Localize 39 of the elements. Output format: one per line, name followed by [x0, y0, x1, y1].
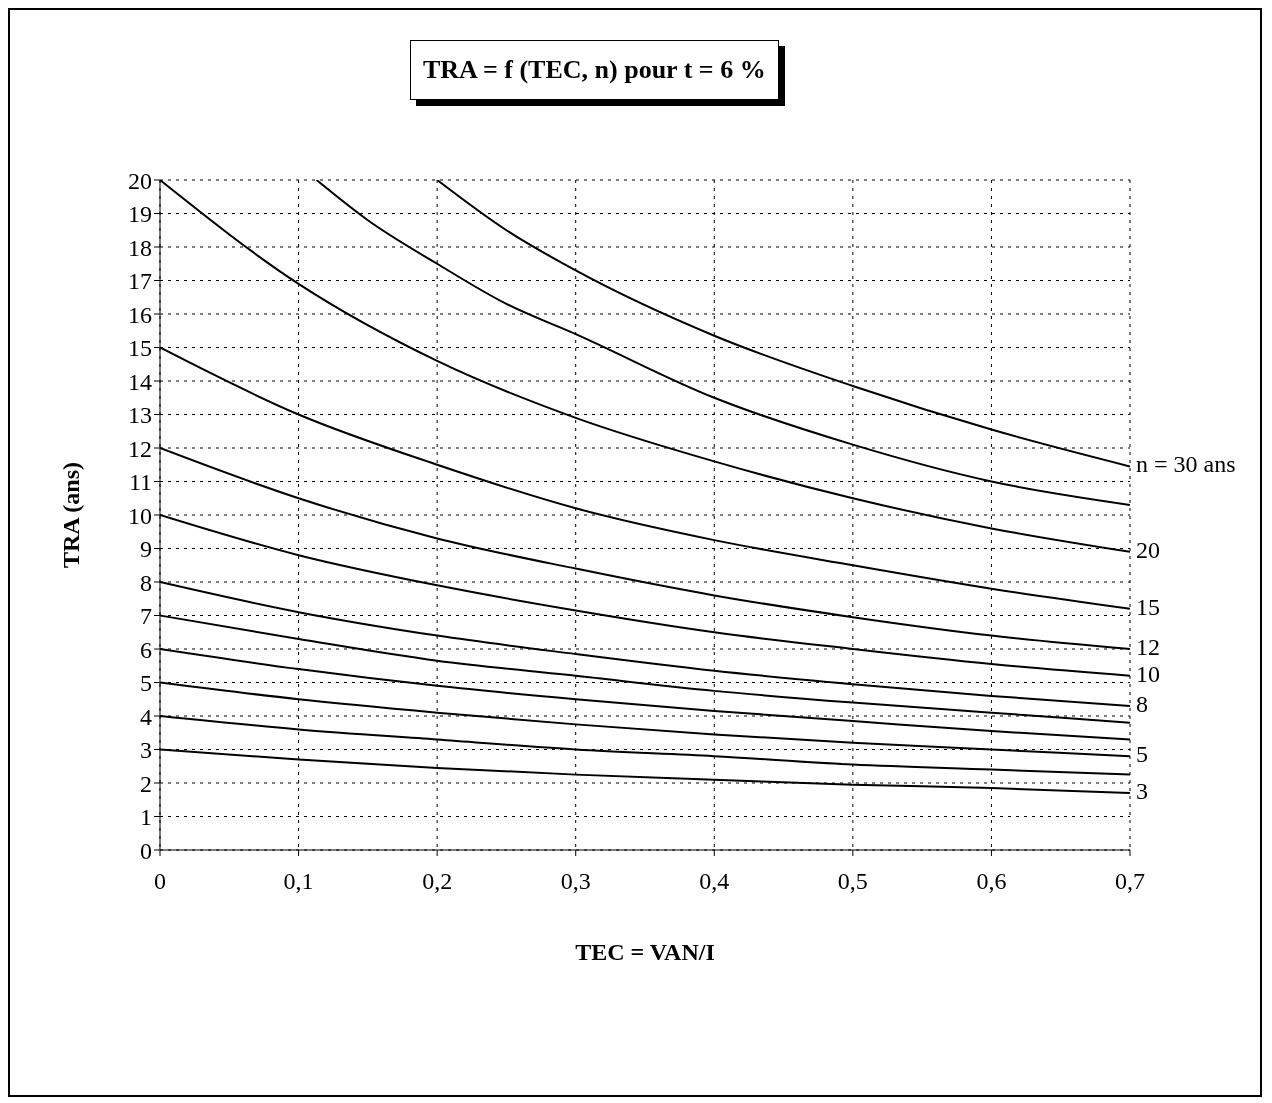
series-label: 5 — [1136, 741, 1148, 768]
y-tick-label: 14 — [128, 368, 152, 395]
x-tick-label: 0,2 — [422, 868, 453, 895]
y-tick-label: 8 — [140, 569, 152, 596]
series-label: n = 30 ans — [1136, 451, 1236, 478]
x-tick-label: 0,1 — [283, 868, 314, 895]
y-tick-label: 11 — [128, 469, 152, 496]
x-axis-title: TEC = VAN/I — [575, 939, 715, 965]
y-tick-label: 1 — [140, 804, 152, 831]
y-tick-label: 10 — [128, 502, 152, 529]
y-tick-label: 20 — [128, 167, 152, 194]
series-label: 20 — [1136, 536, 1160, 563]
y-axis-title: TRA (ans) — [57, 461, 84, 569]
x-tick-label: 0,3 — [560, 868, 591, 895]
y-tick-label: 5 — [140, 670, 152, 697]
y-tick-label: 13 — [128, 402, 152, 429]
y-tick-label: 3 — [140, 737, 152, 764]
y-tick-label: 12 — [128, 435, 152, 462]
y-tick-label: 2 — [140, 770, 152, 797]
x-tick-label: 0,6 — [976, 868, 1007, 895]
y-tick-label: 7 — [140, 603, 152, 630]
y-tick-label: 17 — [128, 268, 152, 295]
series-label: 8 — [1136, 690, 1148, 717]
y-tick-label: 18 — [128, 234, 152, 261]
y-tick-label: 19 — [128, 201, 152, 228]
y-tick-label: 0 — [140, 837, 152, 864]
chart-title: TRA = f (TEC, n) pour t = 6 % — [410, 40, 779, 100]
series-label: 3 — [1136, 778, 1148, 805]
y-tick-label: 16 — [128, 301, 152, 328]
y-tick-label: 15 — [128, 335, 152, 362]
series-label: 10 — [1136, 660, 1160, 687]
x-tick-label: 0,7 — [1115, 868, 1145, 895]
y-tick-label: 4 — [140, 703, 152, 730]
x-tick-label: 0,5 — [837, 868, 868, 895]
series-label: 15 — [1136, 593, 1160, 620]
x-tick-label: 0,4 — [699, 868, 730, 895]
y-tick-label: 9 — [140, 536, 152, 563]
y-tick-label: 6 — [140, 636, 152, 663]
series-label: 12 — [1136, 634, 1160, 660]
